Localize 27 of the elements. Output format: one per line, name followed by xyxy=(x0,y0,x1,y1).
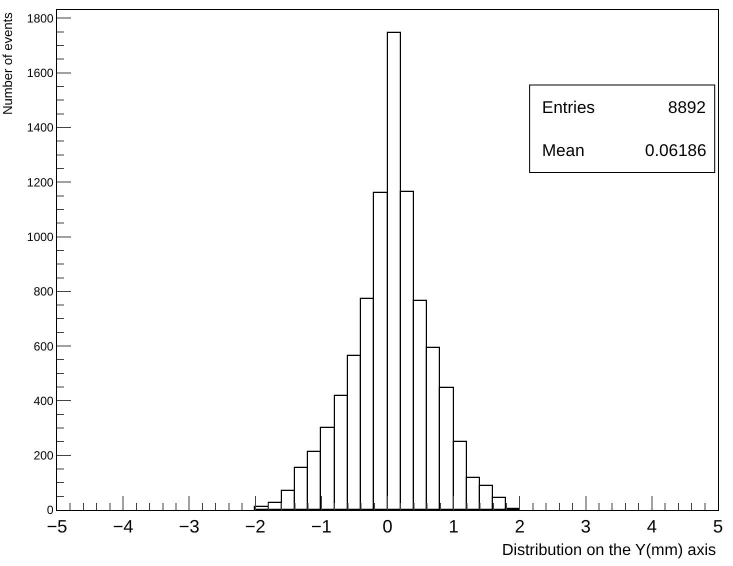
x-tick-label: 3 xyxy=(580,516,591,537)
y-tick-label: 1400 xyxy=(26,120,54,135)
x-tick-label: 4 xyxy=(646,516,657,537)
x-tick-label: 5 xyxy=(712,516,724,537)
x-tick-label: 1 xyxy=(448,516,459,537)
x-tick-label: −5 xyxy=(46,516,68,537)
annotation: 8892 xyxy=(668,98,706,117)
annotation: 0.06186 xyxy=(645,141,706,160)
y-tick-label: 1600 xyxy=(26,66,54,80)
x-tick-label: 2 xyxy=(514,516,525,537)
y-tick-label: 1800 xyxy=(26,11,54,26)
y-tick-label: 800 xyxy=(34,284,54,299)
y-tick-label: 400 xyxy=(34,394,54,408)
annotation: Mean xyxy=(542,141,585,160)
y-tick-label: 600 xyxy=(34,339,54,354)
x-tick-label: 0 xyxy=(382,516,393,537)
x-tick-label: −1 xyxy=(311,516,332,537)
x-tick-label: −3 xyxy=(178,516,200,537)
y-tick-label: 0 xyxy=(46,503,54,518)
y-tick-label: 200 xyxy=(34,448,54,463)
x-tick-label: −4 xyxy=(112,516,134,537)
y-tick-label: 1000 xyxy=(26,230,54,244)
y-axis-title: Number of events xyxy=(0,12,15,115)
y-tick-label: 1200 xyxy=(26,175,54,190)
annotation: Entries xyxy=(542,98,595,117)
x-axis-title: Distribution on the Y(mm) axis xyxy=(502,542,716,559)
x-tick-label: −2 xyxy=(245,516,266,537)
